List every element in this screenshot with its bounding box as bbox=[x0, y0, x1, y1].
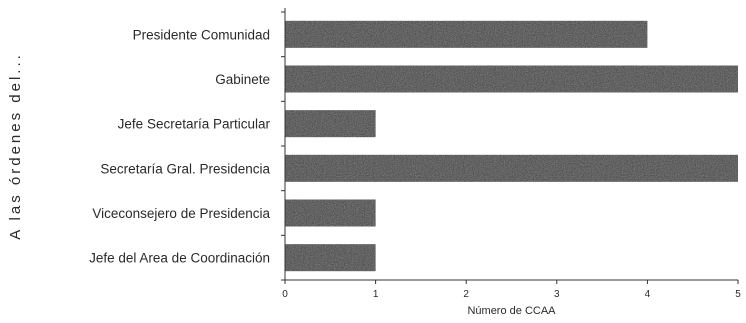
bars-group bbox=[285, 20, 738, 272]
bar-2 bbox=[285, 65, 738, 93]
axes bbox=[281, 8, 739, 284]
x-tick-label-1: 1 bbox=[373, 289, 379, 300]
category-label-5: Viceconsejero de Presidencia bbox=[92, 206, 270, 221]
category-label-3: Jefe Secretaría Particular bbox=[118, 117, 271, 132]
category-label-4: Secretaría Gral. Presidencia bbox=[100, 161, 270, 176]
category-labels: Presidente Comunidad Gabinete Jefe Secreta… bbox=[89, 27, 270, 265]
category-label-6: Jefe del Area de Coordinación bbox=[89, 251, 270, 266]
x-tick-label-5: 5 bbox=[735, 289, 741, 300]
x-tick-label-4: 4 bbox=[645, 289, 651, 300]
x-tick-labels: 0 1 2 3 4 5 bbox=[282, 289, 741, 300]
x-axis-title: Número de CCAA bbox=[467, 305, 556, 317]
bar-5 bbox=[285, 199, 376, 227]
category-label-1: Presidente Comunidad bbox=[133, 27, 270, 42]
x-tick-label-2: 2 bbox=[463, 289, 469, 300]
bar-4 bbox=[285, 154, 738, 182]
y-axis-title: A las órdenes del... bbox=[7, 52, 24, 240]
bar-3 bbox=[285, 110, 376, 138]
x-tick-label-0: 0 bbox=[282, 289, 288, 300]
x-tick-label-3: 3 bbox=[554, 289, 560, 300]
bar-1 bbox=[285, 20, 648, 48]
category-label-2: Gabinete bbox=[215, 72, 270, 87]
bar-6 bbox=[285, 244, 376, 272]
